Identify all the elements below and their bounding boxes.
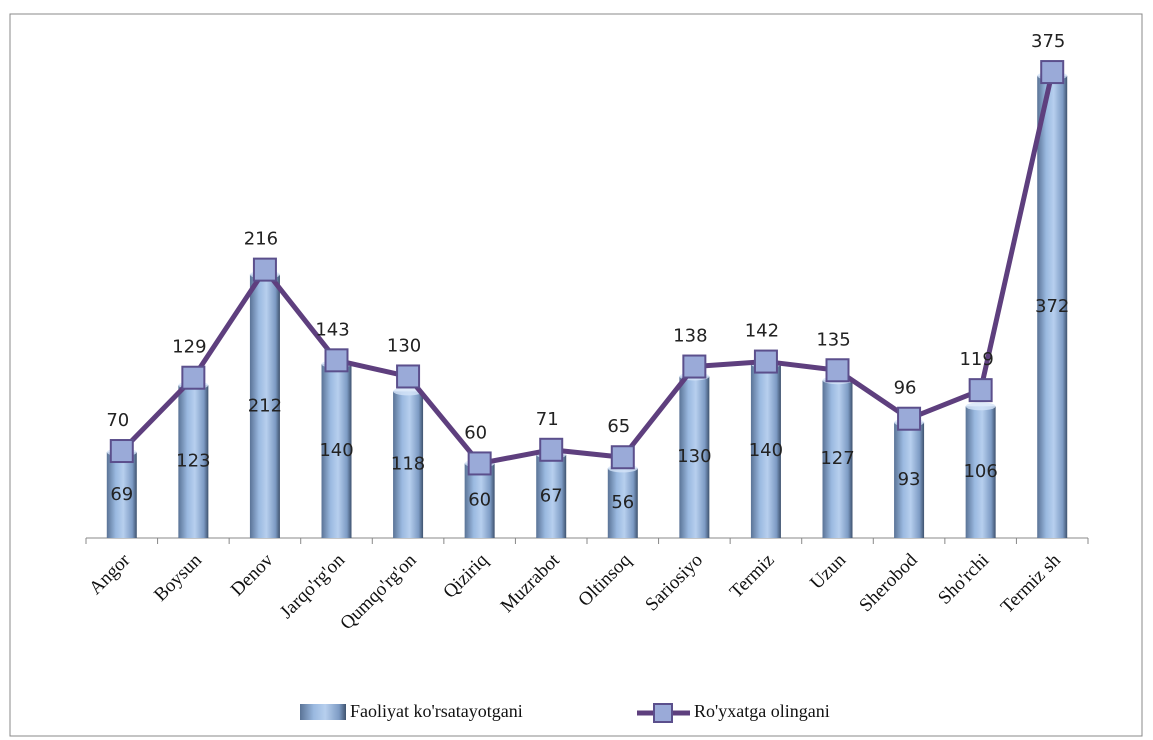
line-marker [682,354,707,379]
legend-swatch [300,704,346,720]
line-value-label: 138 [673,326,707,347]
line-value-label: 135 [816,329,850,350]
line-value-label: 129 [172,337,206,358]
frame [9,13,1143,737]
bar-value-label: 60 [468,490,491,511]
line-marker [109,439,134,464]
bar [249,274,280,538]
line-marker [753,349,778,374]
bar-value-label: 372 [1035,296,1069,317]
bar-value-label: 212 [248,395,282,416]
line-marker [181,365,206,390]
bar [894,422,925,538]
bar [607,468,638,538]
bar-value-label: 118 [391,454,425,475]
legend-swatch [653,703,673,723]
line-marker [610,445,635,470]
bar [750,364,781,538]
bar-value-label: 140 [319,440,353,461]
line-marker [897,406,922,431]
line-marker [539,437,564,462]
bar [1037,75,1068,538]
bar-value-label: 67 [540,485,563,506]
line-value-label: 96 [894,378,917,399]
bar [679,376,710,538]
bar [178,385,209,538]
bar [822,380,853,538]
line-value-label: 130 [387,335,421,356]
bar-value-label: 69 [110,484,133,505]
line-value-label: 142 [745,321,779,342]
bar-value-label: 130 [677,446,711,467]
line-marker [252,257,277,282]
bar-top [965,402,996,411]
bar [464,463,495,538]
bar-value-label: 93 [898,469,921,490]
line-value-label: 71 [536,409,559,430]
line-value-label: 216 [244,229,278,250]
bar [321,364,352,538]
line-value-label: 60 [464,422,487,443]
line-marker [467,451,492,476]
bar-value-label: 127 [820,448,854,469]
legend-label: Ro'yxatga olingani [694,701,830,721]
line-marker [396,364,421,389]
bar [393,391,424,538]
bar-value-label: 123 [176,451,210,472]
line-value-label: 70 [106,410,129,431]
line-marker [324,348,349,373]
bar-value-label: 106 [963,461,997,482]
line-value-label: 143 [315,319,349,340]
legend-label: Faoliyat ko'rsatayotgani [350,701,523,721]
bar [965,406,996,538]
line-value-label: 65 [607,416,630,437]
bar [536,454,567,538]
line-marker [968,378,993,403]
line-marker [825,358,850,383]
line-value-label: 375 [1031,31,1065,52]
bar-value-label: 140 [749,440,783,461]
line-marker [1040,60,1065,85]
bar-value-label: 56 [611,492,634,513]
line-value-label: 119 [959,349,993,370]
bar [106,452,137,538]
